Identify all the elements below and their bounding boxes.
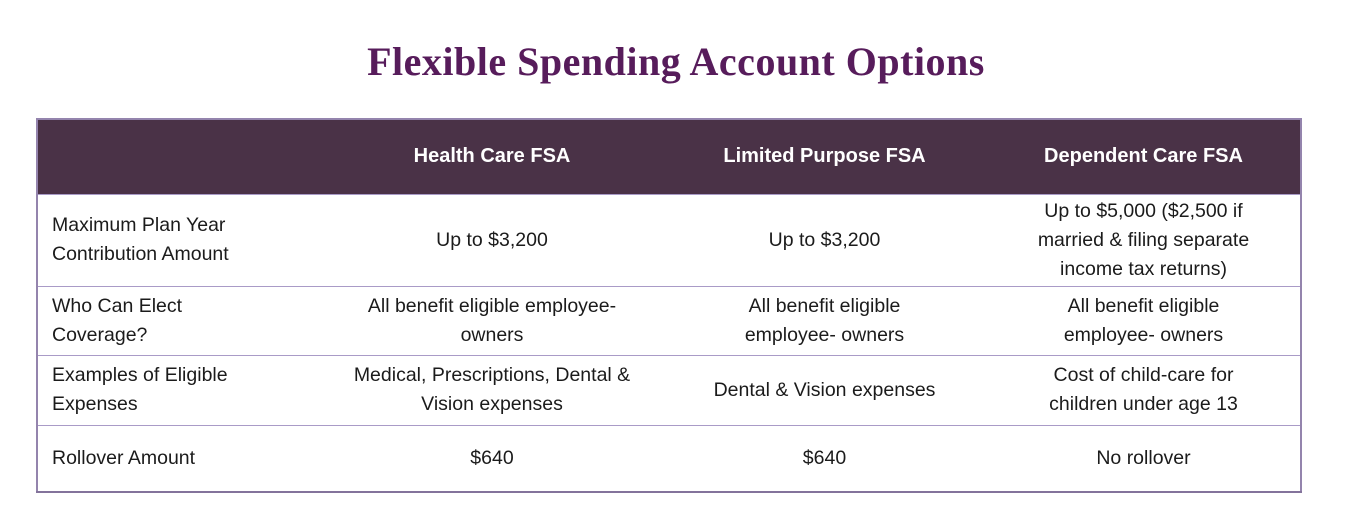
table-cell: Dental & Vision expenses [662,354,987,425]
table-header-row: Health Care FSA Limited Purpose FSA Depe… [37,119,1301,194]
page-title: Flexible Spending Account Options [367,39,985,84]
column-header-health-care-fsa: Health Care FSA [322,119,662,194]
table-cell: $640 [322,424,662,492]
table-cell: Up to $5,000 ($2,500 if married & filing… [987,193,1301,286]
row-label: Maximum Plan Year Contribution Amount [37,193,322,286]
table-cell: All benefit eligible employee- owners [987,285,1301,355]
table-row-who-can-elect: Who Can Elect Coverage? All benefit elig… [37,285,1301,355]
table-cell: Medical, Prescriptions, Dental & Vision … [322,354,662,425]
column-header-limited-purpose-fsa: Limited Purpose FSA [662,119,987,194]
table-row-eligible-expenses: Examples of Eligible Expenses Medical, P… [37,354,1301,425]
table-cell: All benefit eligible employee- owners [662,285,987,355]
table-cell: Up to $3,200 [322,193,662,286]
column-header-blank [37,119,322,194]
row-label: Who Can Elect Coverage? [37,285,322,355]
table-row-max-contribution: Maximum Plan Year Contribution Amount Up… [37,193,1301,286]
table-cell: All benefit eligible employee- owners [322,285,662,355]
row-label: Rollover Amount [37,424,322,492]
table-row-rollover-amount: Rollover Amount $640 $640 No rollover [37,424,1301,492]
column-header-dependent-care-fsa: Dependent Care FSA [987,119,1301,194]
fsa-options-table: Health Care FSA Limited Purpose FSA Depe… [36,118,1302,493]
table-cell: $640 [662,424,987,492]
row-label: Examples of Eligible Expenses [37,354,322,425]
table-cell: No rollover [987,424,1301,492]
table-cell: Cost of child-care for children under ag… [987,354,1301,425]
table-cell: Up to $3,200 [662,193,987,286]
